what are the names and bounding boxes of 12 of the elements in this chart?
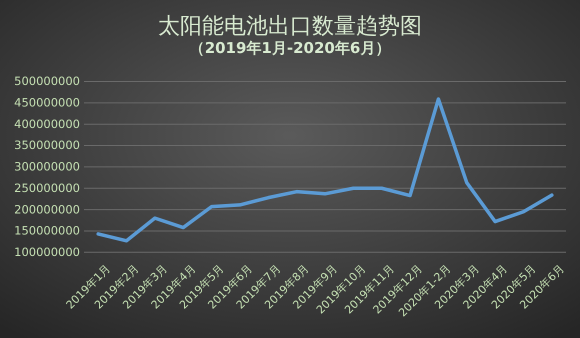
y-tick-label: 450000000 bbox=[14, 96, 80, 110]
y-tick-label: 350000000 bbox=[14, 138, 80, 152]
line-series bbox=[96, 97, 554, 243]
y-tick-label: 250000000 bbox=[14, 180, 80, 195]
y-tick-label: 500000000 bbox=[14, 74, 80, 88]
chart-title: 太阳能电池出口数量趋势图 bbox=[158, 14, 422, 39]
y-tick-label: 200000000 bbox=[14, 202, 80, 216]
y-tick-label: 300000000 bbox=[14, 160, 80, 174]
y-tick-label: 150000000 bbox=[14, 224, 80, 238]
y-tick-label: 400000000 bbox=[14, 116, 80, 131]
y-tick-label: 100000000 bbox=[14, 244, 80, 259]
chart-subtitle: （2019年1月-2020年6月） bbox=[190, 39, 390, 57]
